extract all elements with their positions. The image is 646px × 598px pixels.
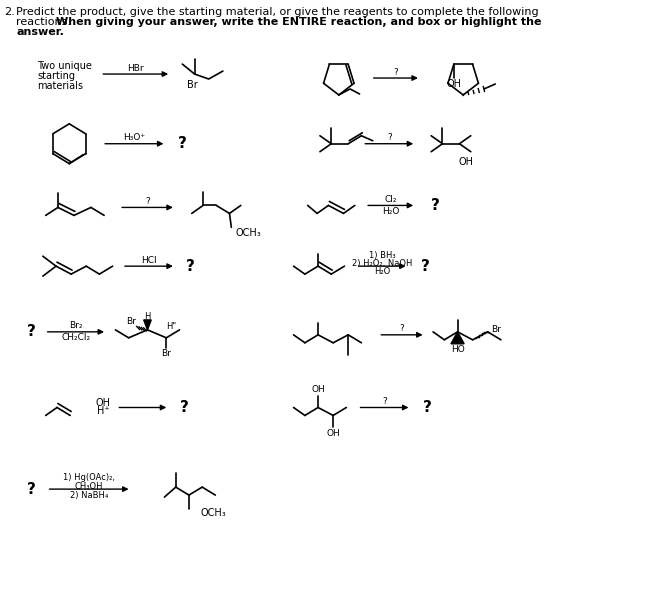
Text: starting: starting (37, 71, 75, 81)
Text: ?: ? (430, 198, 439, 213)
Text: When giving your answer, write the ENTIRE reaction, and box or highlight the: When giving your answer, write the ENTIR… (56, 17, 541, 28)
Text: ?: ? (185, 259, 194, 274)
Text: Two unique: Two unique (37, 61, 92, 71)
Text: Br: Br (126, 318, 136, 327)
Text: 2) H₂O₂, NaOH: 2) H₂O₂, NaOH (352, 259, 412, 268)
Text: ?: ? (27, 324, 36, 339)
Text: ?: ? (145, 197, 150, 206)
Text: CH₃OH: CH₃OH (75, 482, 103, 491)
Text: ?: ? (423, 400, 432, 415)
Text: Br: Br (162, 349, 171, 358)
Text: 2) NaBH₄: 2) NaBH₄ (70, 491, 109, 500)
Text: H⁺: H⁺ (97, 407, 109, 416)
Text: ?: ? (400, 324, 404, 333)
Text: materials: materials (37, 81, 83, 91)
Text: H₂O: H₂O (374, 267, 390, 276)
Text: 1) BH₃: 1) BH₃ (369, 251, 395, 260)
Text: HO: HO (451, 345, 464, 354)
Text: OCH₃: OCH₃ (200, 508, 226, 518)
Text: HBr: HBr (127, 63, 144, 72)
Text: Br: Br (492, 325, 501, 334)
Text: ?: ? (393, 68, 398, 77)
Text: 2.: 2. (5, 7, 15, 17)
Text: OCH₃: OCH₃ (235, 228, 261, 239)
Text: OH: OH (459, 157, 474, 167)
Text: HCl: HCl (141, 256, 157, 265)
Text: Br₂: Br₂ (69, 321, 83, 330)
Text: OH: OH (96, 398, 110, 407)
Text: OH: OH (311, 385, 325, 394)
Text: reactions.: reactions. (16, 17, 75, 28)
Text: 1) Hg(OAc)₂,: 1) Hg(OAc)₂, (63, 473, 115, 482)
Text: Cl₂: Cl₂ (384, 195, 397, 204)
Text: ?: ? (27, 481, 36, 496)
Polygon shape (451, 332, 464, 344)
Text: ?: ? (180, 400, 189, 415)
Text: ?: ? (382, 397, 387, 406)
Text: Br: Br (187, 80, 198, 90)
Text: OH: OH (446, 80, 461, 89)
Text: ?: ? (178, 136, 187, 151)
Text: CH₂Cl₂: CH₂Cl₂ (61, 333, 90, 342)
Polygon shape (143, 320, 151, 330)
Text: H₃O⁺: H₃O⁺ (123, 133, 145, 142)
Text: H: H (144, 312, 151, 321)
Text: answer.: answer. (16, 28, 65, 37)
Text: H₂O: H₂O (382, 207, 399, 216)
Text: ?: ? (387, 133, 391, 142)
Text: ?: ? (421, 259, 430, 274)
Text: Predict the product, give the starting material, or give the reagents to complet: Predict the product, give the starting m… (16, 7, 539, 17)
Text: H": H" (166, 322, 176, 331)
Text: OH: OH (326, 429, 340, 438)
